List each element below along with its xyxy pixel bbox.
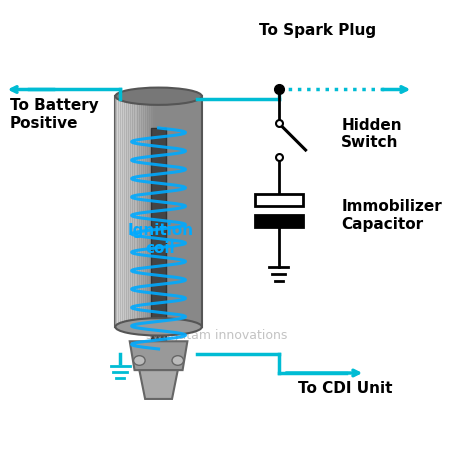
Bar [140, 97, 142, 327]
Bar [121, 97, 123, 327]
Ellipse shape [134, 356, 145, 365]
Polygon shape [139, 370, 178, 399]
Text: Hidden
Switch: Hidden Switch [341, 117, 402, 150]
Bar [142, 97, 144, 327]
Text: swagatam innovations: swagatam innovations [146, 328, 287, 341]
Bar [125, 97, 127, 327]
Text: To Battery
Positive: To Battery Positive [10, 98, 98, 130]
Bar [117, 97, 119, 327]
Bar [136, 97, 138, 327]
Bar [151, 129, 166, 349]
Ellipse shape [115, 318, 202, 336]
Text: To CDI Unit: To CDI Unit [298, 380, 392, 395]
Bar [150, 97, 152, 327]
Text: Ignition
coil: Ignition coil [127, 223, 194, 255]
Bar [138, 97, 140, 327]
Bar [152, 97, 154, 327]
Bar [146, 97, 148, 327]
Bar [129, 97, 131, 327]
Polygon shape [115, 97, 202, 327]
Polygon shape [130, 341, 187, 370]
Bar [254, 216, 303, 227]
Bar [135, 97, 136, 327]
Bar [115, 97, 117, 327]
Bar [119, 97, 121, 327]
Bar [127, 97, 129, 327]
Text: To Spark Plug: To Spark Plug [259, 23, 376, 38]
Bar [133, 97, 135, 327]
Text: Immobilizer
Capacitor: Immobilizer Capacitor [341, 199, 442, 231]
Bar [131, 97, 133, 327]
Bar [144, 97, 146, 327]
Ellipse shape [115, 88, 202, 106]
Bar [148, 97, 150, 327]
Bar [123, 97, 125, 327]
Bar [254, 195, 303, 206]
Ellipse shape [172, 356, 183, 365]
